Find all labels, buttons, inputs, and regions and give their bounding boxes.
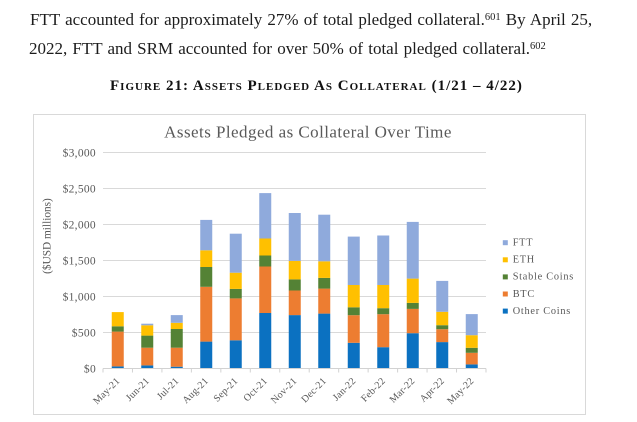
svg-text:BTC: BTC bbox=[513, 289, 535, 300]
svg-text:Other Coins: Other Coins bbox=[513, 306, 571, 317]
svg-text:$3,000: $3,000 bbox=[63, 147, 96, 160]
svg-text:$1,000: $1,000 bbox=[63, 291, 96, 304]
svg-text:$0: $0 bbox=[84, 363, 96, 376]
svg-text:$2,500: $2,500 bbox=[63, 183, 96, 196]
svg-text:$500: $500 bbox=[72, 327, 96, 340]
svg-text:$2,000: $2,000 bbox=[63, 219, 96, 232]
svg-text:($USD millions): ($USD millions) bbox=[42, 198, 54, 274]
svg-text:FTT: FTT bbox=[513, 238, 534, 249]
svg-text:ETH: ETH bbox=[513, 255, 535, 266]
svg-text:Assets Pledged as Collateral O: Assets Pledged as Collateral Over Time bbox=[164, 123, 452, 142]
svg-text:$1,500: $1,500 bbox=[63, 255, 96, 268]
svg-text:Stable Coins: Stable Coins bbox=[513, 272, 574, 283]
